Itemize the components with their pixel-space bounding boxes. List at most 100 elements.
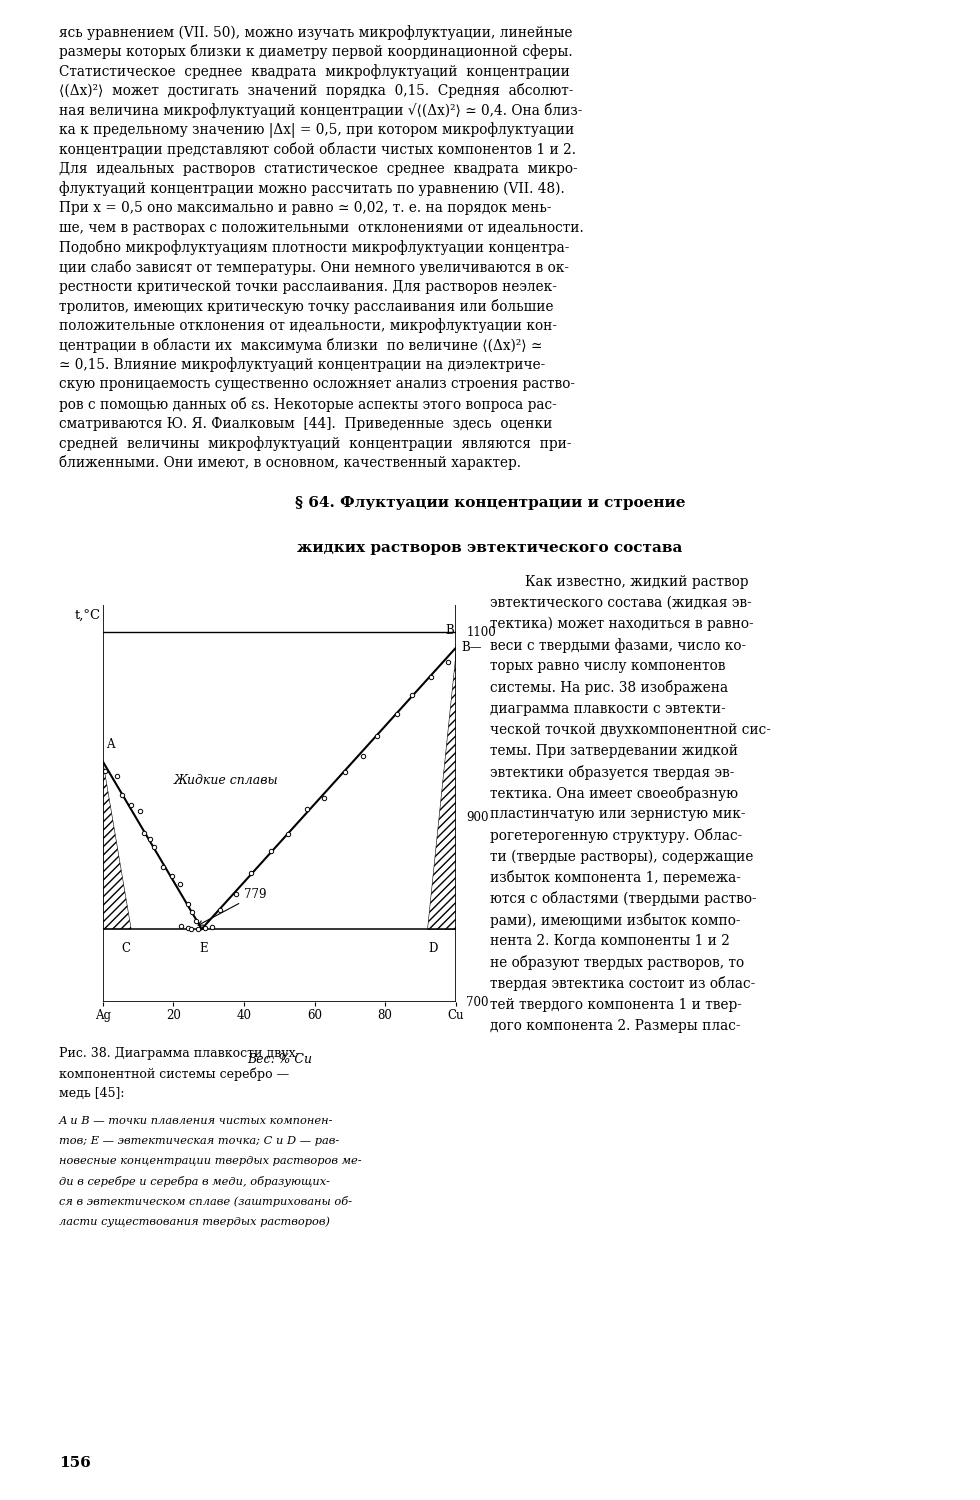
Text: эвтектического состава (жидкая эв-: эвтектического состава (жидкая эв- — [490, 596, 752, 610]
Point — [227, 882, 243, 906]
Text: А и В — точки плавления чистых компонен-: А и В — точки плавления чистых компонен- — [59, 1116, 333, 1125]
Text: медь [45]:: медь [45]: — [59, 1088, 124, 1100]
Text: размеры которых близки к диаметру первой координационной сферы.: размеры которых близки к диаметру первой… — [59, 45, 572, 60]
Text: t,°C: t,°C — [74, 609, 101, 622]
Text: не образуют твердых растворов, то: не образуют твердых растворов, то — [490, 956, 744, 970]
Point — [172, 871, 188, 895]
Text: компонентной системы серебро —: компонентной системы серебро — — [59, 1066, 289, 1080]
Text: ближенными. Они имеют, в основном, качественный характер.: ближенными. Они имеют, в основном, качес… — [59, 454, 520, 470]
Point — [132, 800, 148, 824]
Text: ров с помощью данных об εs. Некоторые аспекты этого вопроса рас-: ров с помощью данных об εs. Некоторые ас… — [59, 396, 557, 411]
Text: Как известно, жидкий раствор: Как известно, жидкий раствор — [490, 574, 749, 590]
Point — [190, 916, 206, 940]
Text: B—: B— — [461, 642, 481, 654]
Text: новесные концентрации твердых растворов ме-: новесные концентрации твердых растворов … — [59, 1155, 362, 1166]
Text: ческой точкой двухкомпонентной сис-: ческой точкой двухкомпонентной сис- — [490, 723, 771, 736]
Text: D: D — [428, 942, 437, 956]
Point — [440, 650, 456, 674]
Point — [337, 759, 353, 783]
Text: ясь уравнением (VII. 50), можно изучать микрофлуктуации, линейные: ясь уравнением (VII. 50), можно изучать … — [59, 26, 572, 39]
Text: A: A — [107, 738, 115, 750]
Text: тей твердого компонента 1 и твер-: тей твердого компонента 1 и твер- — [490, 998, 742, 1011]
Point — [123, 794, 139, 818]
Point — [155, 855, 171, 879]
Text: Вес. % Cu: Вес. % Cu — [247, 1053, 312, 1066]
Text: 700: 700 — [466, 996, 489, 1008]
Text: Статистическое  среднее  квадрата  микрофлуктуаций  концентрации: Статистическое среднее квадрата микрофлу… — [59, 64, 569, 80]
Text: E: E — [199, 942, 208, 956]
Point — [212, 898, 227, 922]
Text: 779: 779 — [198, 888, 267, 926]
Point — [316, 786, 331, 810]
Text: ше, чем в растворах с положительными  отклонениями от идеальности.: ше, чем в растворах с положительными отк… — [59, 220, 583, 236]
Text: ди в серебре и серебра в меди, образующих-: ди в серебре и серебра в меди, образующи… — [59, 1176, 330, 1186]
Text: торых равно числу компонентов: торых равно числу компонентов — [490, 660, 725, 674]
Text: нента 2. Когда компоненты 1 и 2: нента 2. Когда компоненты 1 и 2 — [490, 934, 730, 948]
Text: центрации в области их  максимума близки  по величине ⟨(Δx)²⟩ ≃: центрации в области их максимума близки … — [59, 338, 542, 352]
Text: твердая эвтектика состоит из облас-: твердая эвтектика состоит из облас- — [490, 976, 756, 992]
Text: избыток компонента 1, перемежа-: избыток компонента 1, перемежа- — [490, 870, 741, 885]
Point — [97, 759, 113, 783]
Text: пластинчатую или зернистую мик-: пластинчатую или зернистую мик- — [490, 807, 746, 822]
Text: тролитов, имеющих критическую точку расслаивания или большие: тролитов, имеющих критическую точку расс… — [59, 298, 554, 314]
Text: ся в эвтектическом сплаве (заштрихованы об-: ся в эвтектическом сплаве (заштрихованы … — [59, 1196, 352, 1208]
Text: Для  идеальных  растворов  статистическое  среднее  квадрата  микро-: Для идеальных растворов статистическое с… — [59, 162, 577, 176]
Point — [423, 664, 439, 688]
Text: § 64. Флуктуации концентрации и строение: § 64. Флуктуации концентрации и строение — [295, 496, 685, 510]
Text: тектика. Она имеет своеобразную: тектика. Она имеет своеобразную — [490, 786, 738, 801]
Text: скую проницаемость существенно осложняет анализ строения раство-: скую проницаемость существенно осложняет… — [59, 378, 575, 392]
Text: средней  величины  микрофлуктуаций  концентрации  являются  при-: средней величины микрофлуктуаций концент… — [59, 435, 571, 450]
Point — [172, 914, 188, 938]
Text: 1100: 1100 — [466, 626, 496, 639]
Point — [299, 796, 315, 820]
Point — [136, 822, 152, 846]
Text: рестности критической точки расслаивания. Для растворов неэлек-: рестности критической точки расслаивания… — [59, 279, 557, 294]
Point — [114, 783, 129, 807]
Text: темы. При затвердевании жидкой: темы. При затвердевании жидкой — [490, 744, 738, 758]
Text: концентрации представляют собой области чистых компонентов 1 и 2.: концентрации представляют собой области … — [59, 142, 576, 158]
Point — [264, 839, 279, 862]
Text: жидких растворов эвтектического состава: жидких растворов эвтектического состава — [297, 540, 683, 555]
Point — [146, 836, 162, 860]
Text: эвтектики образуется твердая эв-: эвтектики образуется твердая эв- — [490, 765, 734, 780]
Text: 156: 156 — [59, 1456, 90, 1470]
Point — [243, 861, 259, 885]
Point — [188, 909, 204, 933]
Text: тов; E — эвтектическая точка; C и D — рав-: тов; E — эвтектическая точка; C и D — ра… — [59, 1136, 339, 1146]
Point — [368, 724, 384, 748]
Text: Жидкие сплавы: Жидкие сплавы — [173, 774, 278, 786]
Text: При x = 0,5 оно максимально и равно ≃ 0,02, т. е. на порядок мень-: При x = 0,5 оно максимально и равно ≃ 0,… — [59, 201, 552, 216]
Text: B: B — [445, 624, 454, 638]
Point — [280, 822, 296, 846]
Text: дого компонента 2. Размеры плас-: дого компонента 2. Размеры плас- — [490, 1019, 741, 1034]
Point — [143, 827, 159, 850]
Text: ≃ 0,15. Влияние микрофлуктуаций концентрации на диэлектриче-: ≃ 0,15. Влияние микрофлуктуаций концентр… — [59, 357, 545, 372]
Text: ются с областями (твердыми раство-: ются с областями (твердыми раство- — [490, 891, 757, 906]
Text: рогетерогенную структуру. Облас-: рогетерогенную структуру. Облас- — [490, 828, 742, 843]
Text: Подобно микрофлуктуациям плотности микрофлуктуации концентра-: Подобно микрофлуктуациям плотности микро… — [59, 240, 569, 255]
Text: диаграмма плавкости с эвтекти-: диаграмма плавкости с эвтекти- — [490, 702, 726, 715]
Text: тектика) может находиться в равно-: тектика) может находиться в равно- — [490, 616, 754, 632]
Text: ⟨(Δx)²⟩  может  достигать  значений  порядка  0,15.  Средняя  абсолют-: ⟨(Δx)²⟩ может достигать значений порядка… — [59, 84, 573, 99]
Text: рами), имеющими избыток компо-: рами), имеющими избыток компо- — [490, 912, 741, 927]
Point — [205, 915, 220, 939]
Point — [355, 744, 370, 768]
Text: ка к предельному значению |Δx| = 0,5, при котором микрофлуктуации: ка к предельному значению |Δx| = 0,5, пр… — [59, 122, 574, 138]
Point — [110, 764, 125, 788]
Text: положительные отклонения от идеальности, микрофлуктуации кон-: положительные отклонения от идеальности,… — [59, 318, 557, 333]
Text: ная величина микрофлуктуаций концентрации √⟨(Δx)²⟩ ≃ 0,4. Она близ-: ная величина микрофлуктуаций концентраци… — [59, 104, 582, 118]
Point — [164, 864, 179, 888]
Text: системы. На рис. 38 изображена: системы. На рис. 38 изображена — [490, 680, 728, 694]
Point — [197, 916, 213, 940]
Point — [389, 702, 405, 726]
Text: веси с твердыми фазами, число ко-: веси с твердыми фазами, число ко- — [490, 638, 746, 652]
Text: флуктуаций концентрации можно рассчитать по уравнению (VII. 48).: флуктуаций концентрации можно рассчитать… — [59, 182, 564, 196]
Text: ти (твердые растворы), содержащие: ти (твердые растворы), содержащие — [490, 849, 754, 864]
Text: C: C — [122, 942, 130, 956]
Text: сматриваются Ю. Я. Фиалковым  [44].  Приведенные  здесь  оценки: сматриваются Ю. Я. Фиалковым [44]. Приве… — [59, 417, 552, 430]
Point — [184, 900, 200, 924]
Text: ции слабо зависят от температуры. Они немного увеличиваются в ок-: ции слабо зависят от температуры. Они не… — [59, 260, 568, 274]
Text: 900: 900 — [466, 810, 489, 824]
Text: Рис. 38. Диаграмма плавкости двух-: Рис. 38. Диаграмма плавкости двух- — [59, 1047, 300, 1060]
Point — [180, 892, 196, 916]
